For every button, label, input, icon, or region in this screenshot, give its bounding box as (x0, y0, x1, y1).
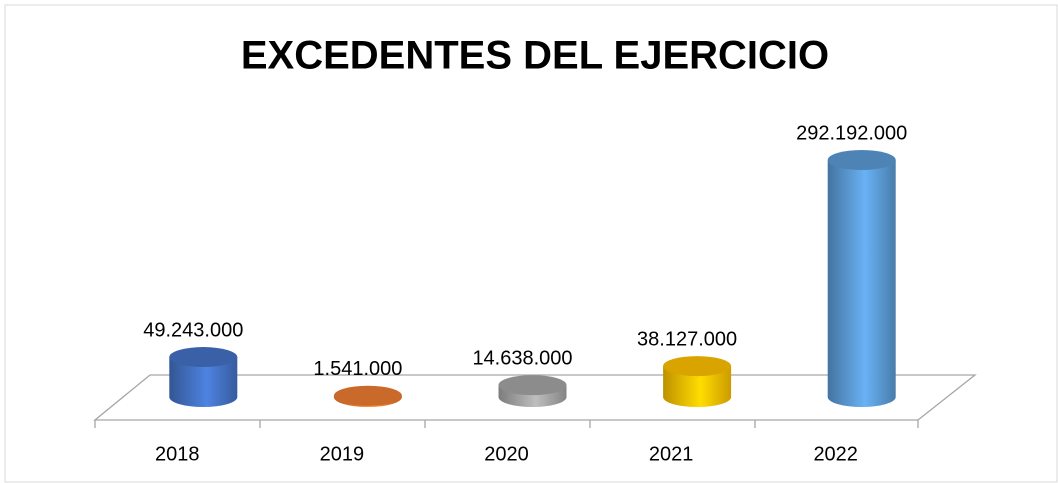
x-tick-label: 2019 (320, 443, 365, 465)
bar (663, 366, 732, 407)
data-label: 292.192.000 (796, 122, 907, 144)
bar (827, 160, 896, 407)
bar-top (333, 385, 402, 406)
data-label: 38.127.000 (637, 328, 737, 350)
axis-ticks (94, 420, 919, 428)
data-label: 1.541.000 (313, 358, 402, 380)
bar (169, 357, 238, 407)
data-label: 14.638.000 (472, 347, 572, 369)
bar-top (663, 356, 732, 377)
bar-top (498, 375, 567, 396)
chart-title: EXCEDENTES DEL EJERCICIO (241, 34, 829, 78)
x-tick-label: 2022 (813, 443, 858, 465)
data-label: 49.243.000 (143, 319, 243, 341)
bar-top (827, 150, 896, 170)
x-tick-label: 2018 (155, 443, 200, 465)
bar-top (169, 347, 238, 368)
x-tick-label: 2020 (484, 443, 529, 465)
x-tick-label: 2021 (649, 443, 694, 465)
